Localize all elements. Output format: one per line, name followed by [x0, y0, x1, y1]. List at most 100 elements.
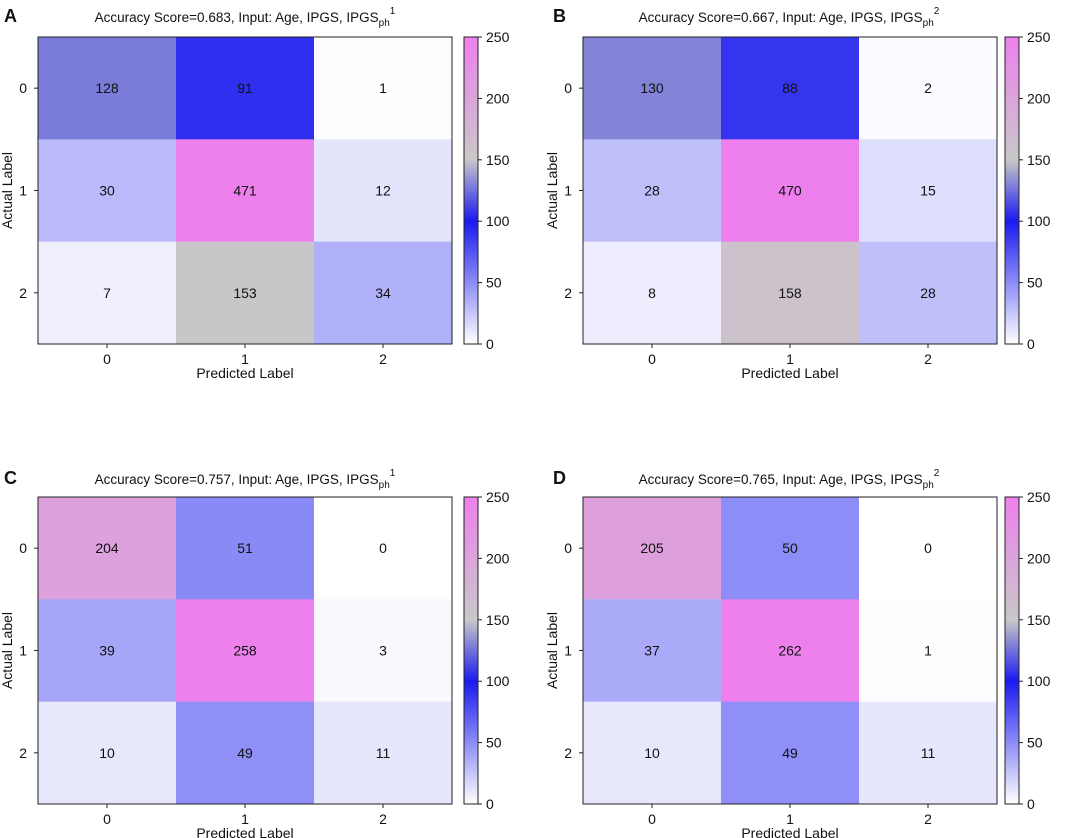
x-axis-label: Predicted Label: [741, 365, 838, 381]
colorbar: [1004, 36, 1020, 345]
colorbar-tick-label: 200: [486, 90, 510, 106]
y-tick-label: 2: [564, 745, 572, 761]
y-tick-label: 0: [19, 80, 27, 96]
cell-value-label: 10: [644, 745, 660, 761]
heatmap-cell: [38, 497, 177, 600]
cell-value-label: 49: [237, 745, 253, 761]
heatmap-cell: [721, 701, 860, 805]
colorbar-tick-label: 50: [486, 275, 502, 291]
y-tick-label: 2: [19, 285, 27, 301]
title-main: Accuracy Score=0.667, Input: Age, IPGS, …: [639, 10, 923, 25]
heatmap-cell: [314, 599, 453, 703]
heatmap-cell: [859, 701, 998, 805]
cell-value-label: 128: [95, 80, 119, 96]
heatmap-cell: [583, 37, 722, 140]
panel-label: A: [4, 6, 17, 26]
cell-value-label: 28: [644, 183, 660, 199]
heatmap-cell: [38, 701, 177, 805]
colorbar-tick-label: 50: [1027, 735, 1043, 751]
heatmap-cell: [176, 599, 315, 703]
title-superscript: 1: [390, 468, 396, 479]
heatmap-cell: [721, 37, 860, 140]
colorbar-tick-label: 100: [1027, 673, 1051, 689]
heatmap-cell: [583, 701, 722, 805]
colorbar-tick-label: 50: [1027, 275, 1043, 291]
x-tick-label: 1: [241, 811, 249, 827]
y-tick-label: 0: [19, 540, 27, 556]
chart-title: Accuracy Score=0.765, Input: Age, IPGS, …: [639, 468, 940, 491]
heatmap-cell: [314, 497, 453, 600]
cell-value-label: 1: [379, 80, 387, 96]
colorbar-tick-label: 0: [1027, 796, 1035, 812]
y-tick-label: 1: [19, 643, 27, 659]
cell-value-label: 0: [924, 540, 932, 556]
x-tick-label: 2: [924, 351, 932, 367]
panel-c: C Accuracy Score=0.757, Input: Age, IPGS,…: [0, 468, 510, 838]
heatmap-cell: [859, 241, 998, 345]
cell-value-label: 34: [375, 285, 391, 301]
title-subscript: ph: [379, 480, 390, 491]
panel-label: C: [4, 468, 17, 488]
cell-value-label: 37: [644, 643, 660, 659]
heatmap-cell: [176, 139, 315, 243]
cell-value-label: 39: [99, 643, 115, 659]
cell-value-label: 153: [233, 285, 257, 301]
colorbar-tick-label: 150: [1027, 612, 1051, 628]
panel-d: D Accuracy Score=0.765, Input: Age, IPGS,…: [544, 468, 1051, 838]
y-axis-label: Actual Label: [544, 152, 560, 229]
heatmap-cell: [314, 139, 453, 243]
y-tick-label: 1: [564, 183, 572, 199]
title-superscript: 2: [934, 6, 940, 17]
cell-value-label: 51: [237, 540, 253, 556]
heatmap-cell: [38, 139, 177, 243]
x-axis-label: Predicted Label: [741, 825, 838, 838]
title-subscript: ph: [379, 18, 390, 29]
heatmap-cell: [583, 241, 722, 345]
cell-value-label: 49: [782, 745, 798, 761]
colorbar-tick-label: 250: [486, 489, 510, 505]
heatmap-cell: [38, 37, 177, 140]
colorbar-tick-label: 150: [486, 152, 510, 168]
colorbar: [463, 496, 479, 805]
colorbar-tick-label: 0: [486, 796, 494, 812]
x-axis-label: Predicted Label: [196, 365, 293, 381]
heatmap-cell: [314, 241, 453, 345]
x-tick-label: 0: [648, 351, 656, 367]
x-tick-label: 2: [379, 811, 387, 827]
colorbar: [463, 36, 479, 345]
panel-b: B Accuracy Score=0.667, Input: Age, IPGS,…: [544, 6, 1051, 381]
heatmap-cell: [721, 497, 860, 600]
heatmap-cell: [859, 599, 998, 703]
cell-value-label: 12: [375, 183, 391, 199]
colorbar-tick-label: 100: [486, 673, 510, 689]
heatmap-cell: [859, 139, 998, 243]
colorbar: [1004, 496, 1020, 805]
x-tick-label: 1: [241, 351, 249, 367]
heatmap-cell: [721, 599, 860, 703]
cell-value-label: 258: [233, 643, 257, 659]
title-superscript: 1: [390, 6, 396, 17]
heatmap-cell: [583, 139, 722, 243]
colorbar-tick-label: 0: [486, 336, 494, 352]
colorbar-tick-label: 0: [1027, 336, 1035, 352]
cell-value-label: 28: [920, 285, 936, 301]
cell-value-label: 471: [233, 183, 257, 199]
y-axis-label: Actual Label: [0, 612, 15, 689]
colorbar-tick-label: 200: [486, 550, 510, 566]
colorbar-tick-label: 150: [486, 612, 510, 628]
colorbar-tick-label: 100: [486, 213, 510, 229]
x-tick-label: 0: [103, 811, 111, 827]
title-subscript: ph: [923, 18, 934, 29]
colorbar-tick-label: 150: [1027, 152, 1051, 168]
heatmap-cell: [176, 241, 315, 345]
cell-value-label: 11: [376, 745, 391, 761]
title-superscript: 2: [934, 468, 940, 479]
x-tick-label: 2: [924, 811, 932, 827]
heatmap-cell: [721, 241, 860, 345]
x-tick-label: 2: [379, 351, 387, 367]
cell-value-label: 3: [379, 643, 387, 659]
cell-value-label: 10: [99, 745, 115, 761]
colorbar-tick-label: 200: [1027, 90, 1051, 106]
title-main: Accuracy Score=0.683, Input: Age, IPGS, …: [95, 10, 379, 25]
x-tick-label: 0: [648, 811, 656, 827]
